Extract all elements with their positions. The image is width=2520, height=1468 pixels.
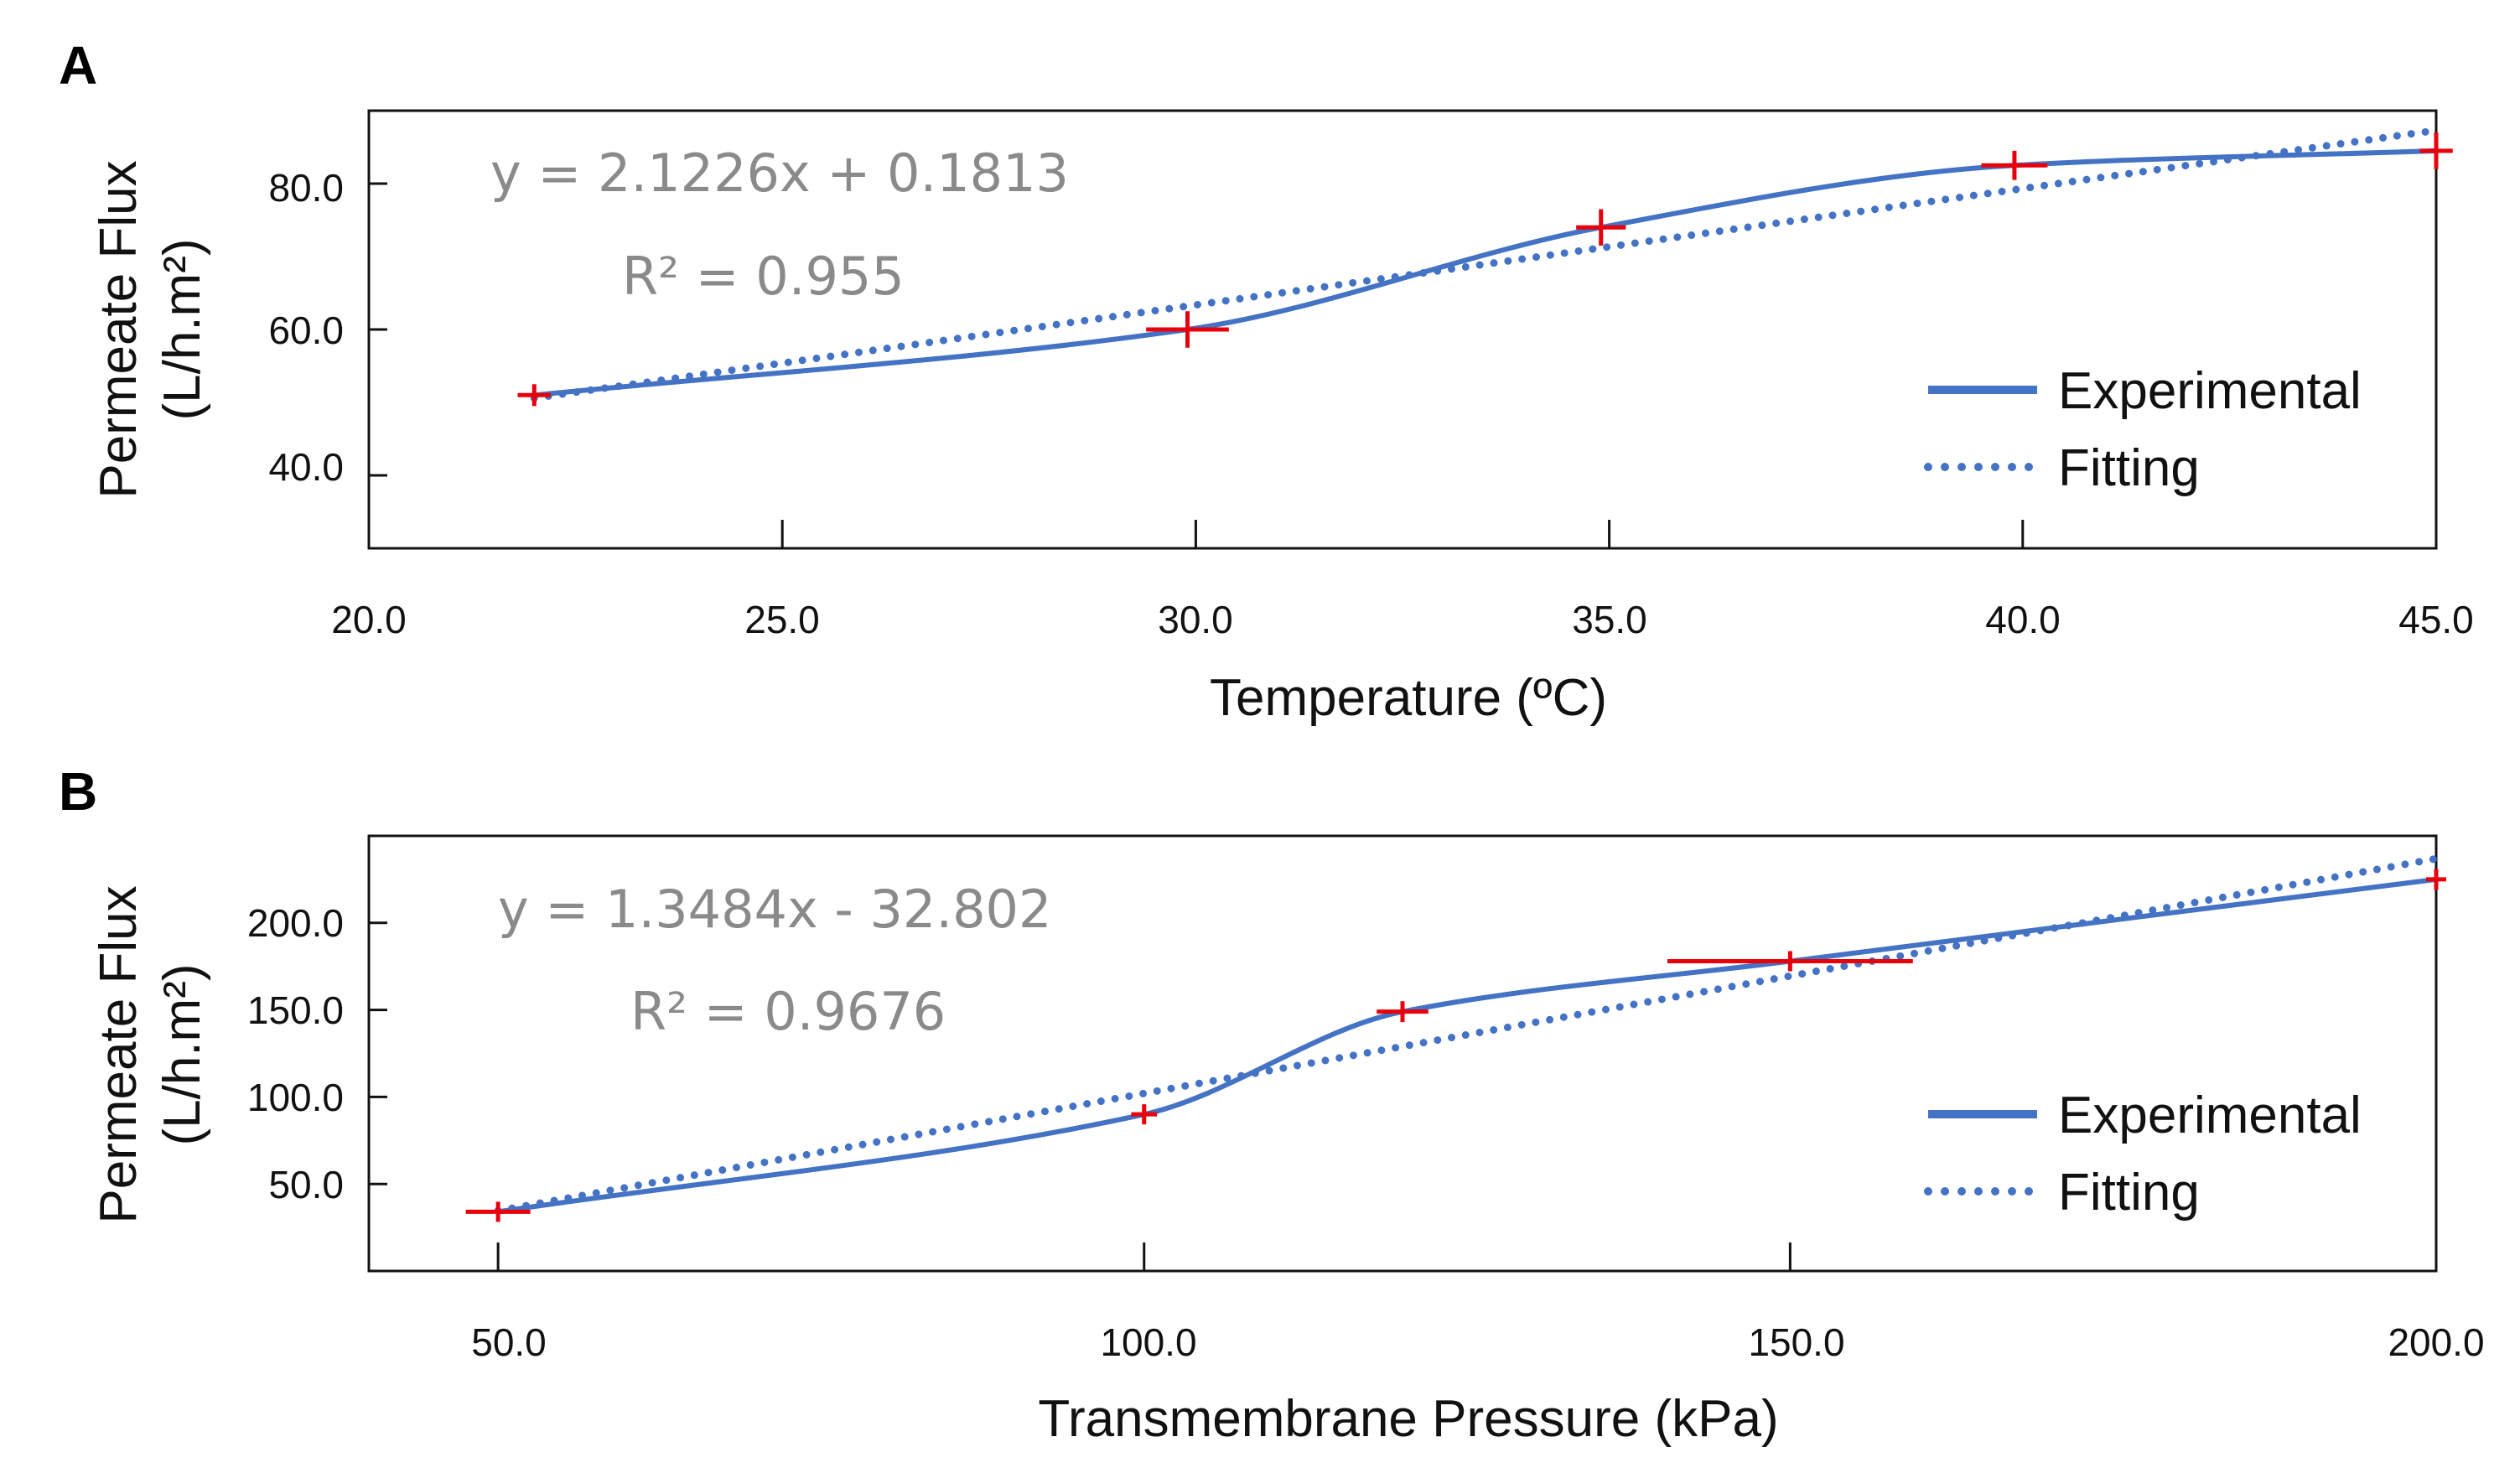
experimental-line xyxy=(531,148,2439,398)
regression-equation-b: y = 1.3484x - 32.802 xyxy=(498,879,1051,940)
y-tick-label: 50.0 xyxy=(268,1163,344,1206)
axis-ticks-b xyxy=(369,921,2438,1271)
r-squared-b: R² = 0.9676 xyxy=(630,981,946,1042)
y-axis-unit-b: (L/h.m²) xyxy=(153,964,211,1146)
x-axis-title-b: Transmembrane Pressure (kPa) xyxy=(1038,1390,1778,1448)
fitting-layer-b xyxy=(494,854,2440,1215)
panel-label-a: A xyxy=(59,35,97,96)
y-axis-title-a: Permeate Flux xyxy=(90,160,148,498)
r-squared-a: R² = 0.955 xyxy=(622,246,905,307)
legend-a: Experimental Fitting xyxy=(1924,362,2362,497)
x-tick-label: 40.0 xyxy=(1985,598,2061,641)
regression-equation-a: y = 2.1226x + 0.1813 xyxy=(490,143,1069,204)
x-tick-label: 30.0 xyxy=(1158,598,1233,641)
plot-frame-b xyxy=(367,834,2438,1273)
error-bars-b xyxy=(465,869,2446,1222)
fitting-line xyxy=(494,854,2440,1215)
legend-fitting-label: Fitting xyxy=(2058,439,2200,497)
x-axis-title-a: Temperature (ºC) xyxy=(1210,669,1607,727)
legend-b: Experimental Fitting xyxy=(1924,1087,2362,1222)
legend-experimental-label: Experimental xyxy=(2058,1087,2362,1144)
x-tick-label: 35.0 xyxy=(1572,598,1647,641)
y-axis-title-b: Permeate Flux xyxy=(90,885,148,1223)
x-tick-label: 20.0 xyxy=(331,598,407,641)
legend-fitting-label: Fitting xyxy=(2058,1164,2200,1222)
x-tick-label: 150.0 xyxy=(1748,1320,1844,1364)
error-bars-a xyxy=(517,132,2453,407)
y-tick-label: 60.0 xyxy=(268,309,344,352)
y-tick-label: 100.0 xyxy=(247,1076,344,1119)
legend-experimental-label: Experimental xyxy=(2058,362,2362,420)
chart-panel-b: B 50.0 100.0 150.0 200.0 50.0 100.0 150.… xyxy=(59,761,2485,1448)
axis-ticks-a xyxy=(367,182,2438,548)
y-tick-label: 80.0 xyxy=(268,166,344,210)
y-axis-unit-a: (L/h.m²) xyxy=(153,239,211,421)
x-tick-label: 50.0 xyxy=(471,1320,547,1364)
y-tick-label: 200.0 xyxy=(247,901,344,945)
x-tick-label: 45.0 xyxy=(2398,598,2474,641)
panel-label-b: B xyxy=(59,761,97,822)
x-tick-label: 200.0 xyxy=(2388,1320,2484,1364)
x-tick-label: 100.0 xyxy=(1100,1320,1196,1364)
chart-panel-a: A 40.0 60.0 80.0 20.0 25.0 30.0 35.0 40.… xyxy=(59,35,2474,727)
experimental-layer-a xyxy=(531,148,2439,398)
y-tick-label: 40.0 xyxy=(268,445,344,489)
x-tick-label: 25.0 xyxy=(744,598,820,641)
y-tick-label: 150.0 xyxy=(247,988,344,1032)
